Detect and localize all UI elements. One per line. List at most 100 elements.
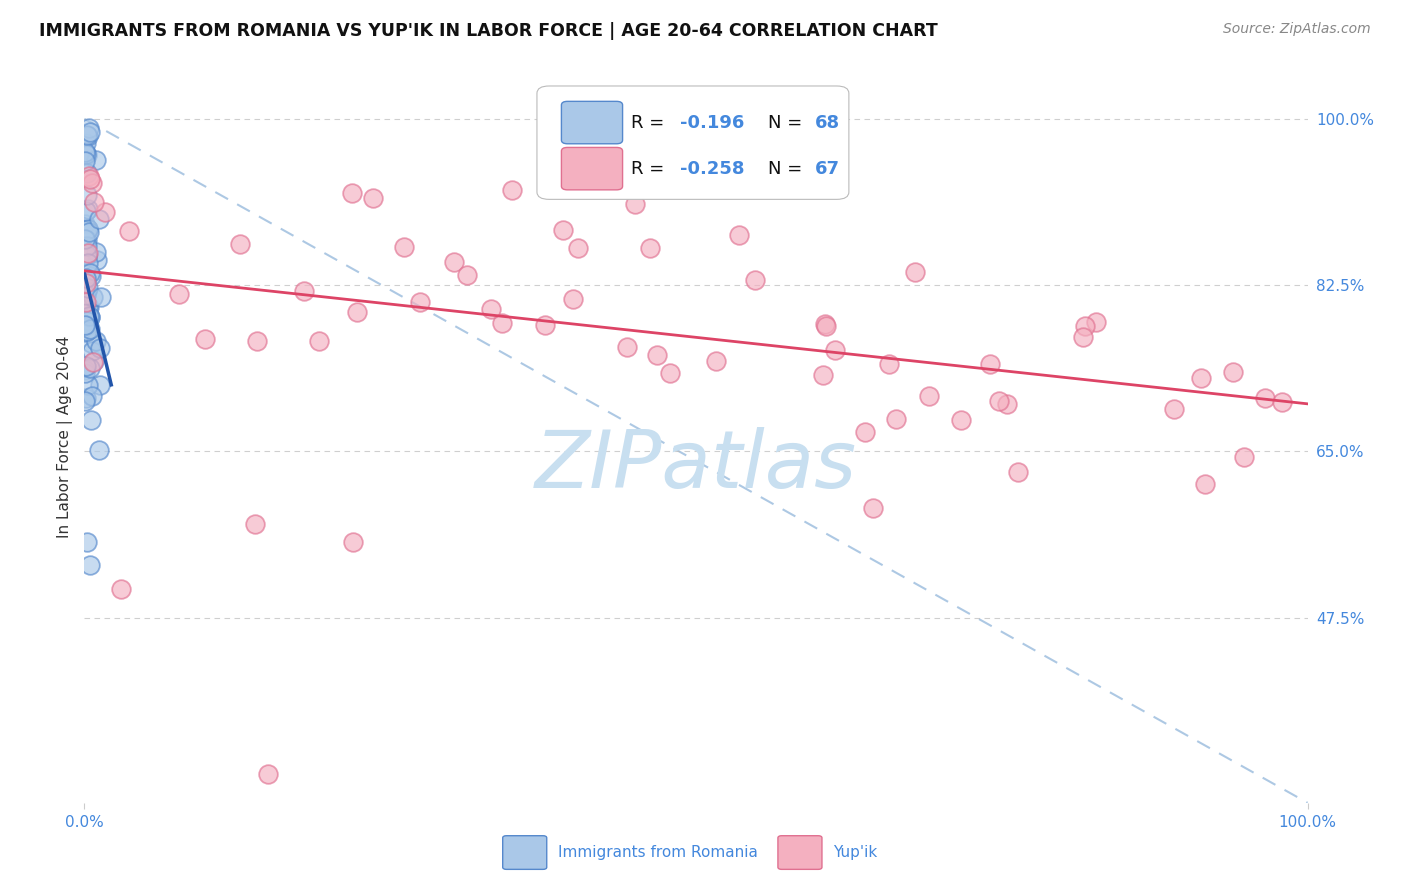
FancyBboxPatch shape <box>561 102 623 144</box>
Point <box>1194 477 1216 491</box>
Point <box>77 281 100 295</box>
Point <box>1007 465 1029 479</box>
Point <box>814 318 837 333</box>
Point <box>80 176 103 190</box>
Point <box>84 153 107 167</box>
Text: 67: 67 <box>814 160 839 178</box>
Point <box>79 413 101 427</box>
Point <box>534 318 557 333</box>
Point <box>824 343 846 357</box>
Point <box>995 397 1018 411</box>
Point <box>76 128 98 142</box>
Point <box>84 245 107 260</box>
Point <box>75 204 97 219</box>
Point <box>727 228 749 243</box>
Point <box>76 318 98 332</box>
Text: -0.196: -0.196 <box>681 113 744 131</box>
Point <box>246 334 269 348</box>
Point <box>89 377 111 392</box>
Point <box>75 145 97 159</box>
Point <box>624 197 647 211</box>
Point <box>243 516 266 531</box>
Point <box>75 154 97 169</box>
Point <box>76 239 98 253</box>
Point <box>76 147 98 161</box>
Point <box>76 301 98 316</box>
Point <box>647 348 669 362</box>
Point <box>79 558 101 573</box>
Point <box>83 354 105 368</box>
Point <box>82 389 104 403</box>
Point <box>1084 315 1107 329</box>
Point <box>342 534 364 549</box>
Point <box>76 377 98 392</box>
FancyBboxPatch shape <box>561 147 623 190</box>
Point <box>1163 401 1185 416</box>
Point <box>75 359 97 374</box>
Point <box>77 246 100 260</box>
Point <box>75 224 97 238</box>
Point <box>87 443 110 458</box>
Point <box>979 357 1001 371</box>
Point <box>80 343 103 358</box>
Point <box>1222 365 1244 379</box>
Point <box>77 256 100 270</box>
Point <box>853 425 876 439</box>
Point <box>659 366 682 380</box>
Point <box>90 290 112 304</box>
Point <box>1189 370 1212 384</box>
FancyBboxPatch shape <box>778 836 823 870</box>
Point <box>75 288 97 302</box>
Point <box>308 334 330 348</box>
Text: ZIPatlas: ZIPatlas <box>534 427 858 506</box>
Text: Source: ZipAtlas.com: Source: ZipAtlas.com <box>1223 22 1371 37</box>
Point <box>79 171 101 186</box>
Point <box>491 316 513 330</box>
Text: IMMIGRANTS FROM ROMANIA VS YUP'IK IN LABOR FORCE | AGE 20-64 CORRELATION CHART: IMMIGRANTS FROM ROMANIA VS YUP'IK IN LAB… <box>39 22 938 40</box>
Text: N =: N = <box>768 113 808 131</box>
Point <box>87 212 110 227</box>
Point <box>987 394 1010 409</box>
Point <box>84 334 107 349</box>
Point <box>76 166 98 180</box>
Point <box>110 582 132 596</box>
Point <box>194 332 217 346</box>
Point <box>408 294 430 309</box>
Point <box>86 252 108 267</box>
Point <box>76 314 98 328</box>
Point <box>616 340 638 354</box>
Point <box>89 342 111 356</box>
Point <box>76 324 98 338</box>
Point <box>811 368 834 382</box>
Point <box>77 301 100 315</box>
Point <box>862 500 884 515</box>
Point <box>814 317 837 331</box>
Point <box>79 125 101 139</box>
Point <box>257 767 280 781</box>
Point <box>567 241 589 255</box>
Point <box>75 273 97 287</box>
Point <box>229 236 252 251</box>
Point <box>76 222 98 236</box>
Point <box>76 326 98 340</box>
Point <box>80 268 103 283</box>
Point <box>1253 391 1275 405</box>
Point <box>76 247 98 261</box>
Point <box>292 285 315 299</box>
Point <box>75 277 97 291</box>
Point <box>79 310 101 324</box>
Text: Immigrants from Romania: Immigrants from Romania <box>558 845 758 860</box>
Point <box>562 292 585 306</box>
Point <box>83 195 105 210</box>
Point <box>77 300 100 314</box>
Point <box>77 121 100 136</box>
Point <box>79 360 101 375</box>
Point <box>638 241 661 255</box>
Point <box>443 255 465 269</box>
Point <box>73 232 96 246</box>
Point <box>75 136 97 150</box>
Point <box>169 287 191 301</box>
Point <box>949 413 972 427</box>
Text: R =: R = <box>631 113 671 131</box>
Text: R =: R = <box>631 160 671 178</box>
